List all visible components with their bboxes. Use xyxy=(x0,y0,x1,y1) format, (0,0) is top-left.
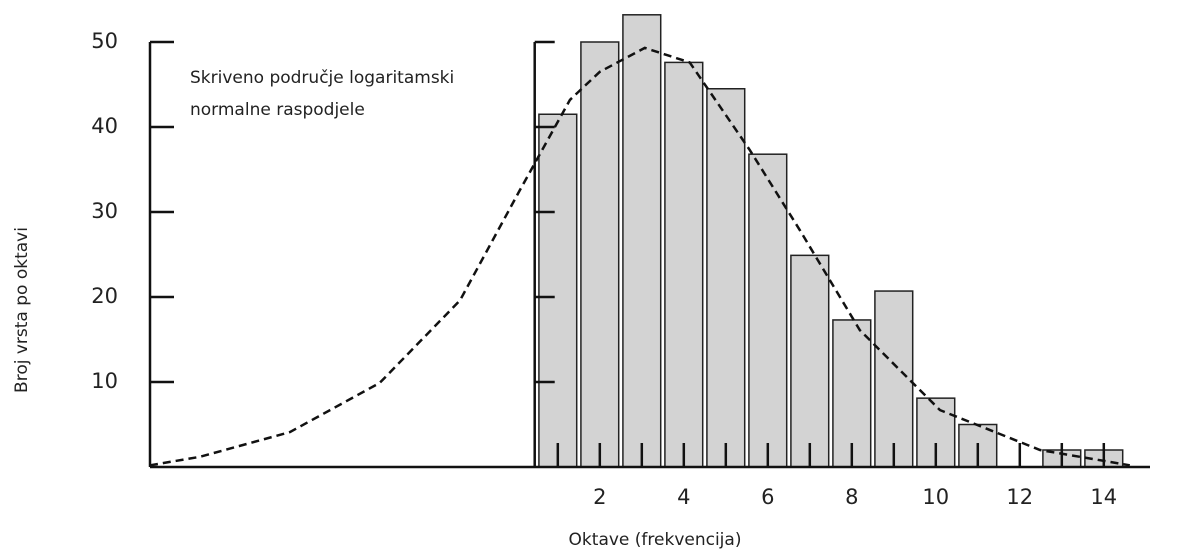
annotation: normalne raspodjele xyxy=(190,100,365,120)
x-tick-label: 12 xyxy=(1006,485,1033,509)
y-tick-label: 10 xyxy=(91,369,118,393)
x-tick-label: 4 xyxy=(677,485,690,509)
y-tick-label: 30 xyxy=(91,199,118,223)
bar xyxy=(748,153,788,468)
y-tick-label: 40 xyxy=(91,114,118,138)
bar xyxy=(706,88,746,468)
bar xyxy=(832,319,872,468)
x-tick-label: 6 xyxy=(761,485,774,509)
annotation: Skriveno područje logaritamski xyxy=(190,68,454,88)
y-axis-label: Broj vrsta po oktavi xyxy=(12,227,32,393)
bar xyxy=(664,61,704,468)
x-tick-label: 2 xyxy=(593,485,606,509)
bar xyxy=(538,113,578,468)
fit-curve xyxy=(149,46,1131,467)
x-tick-label: 8 xyxy=(845,485,858,509)
bar xyxy=(874,290,914,468)
x-axis-label: Oktave (frekvencija) xyxy=(569,530,742,550)
x-tick-label: 14 xyxy=(1090,485,1117,509)
y-tick-label: 50 xyxy=(91,29,118,53)
bar xyxy=(790,254,830,468)
bar xyxy=(622,14,662,468)
x-tick-label: 10 xyxy=(922,485,949,509)
bar xyxy=(580,41,620,468)
y-tick-label: 20 xyxy=(91,284,118,308)
